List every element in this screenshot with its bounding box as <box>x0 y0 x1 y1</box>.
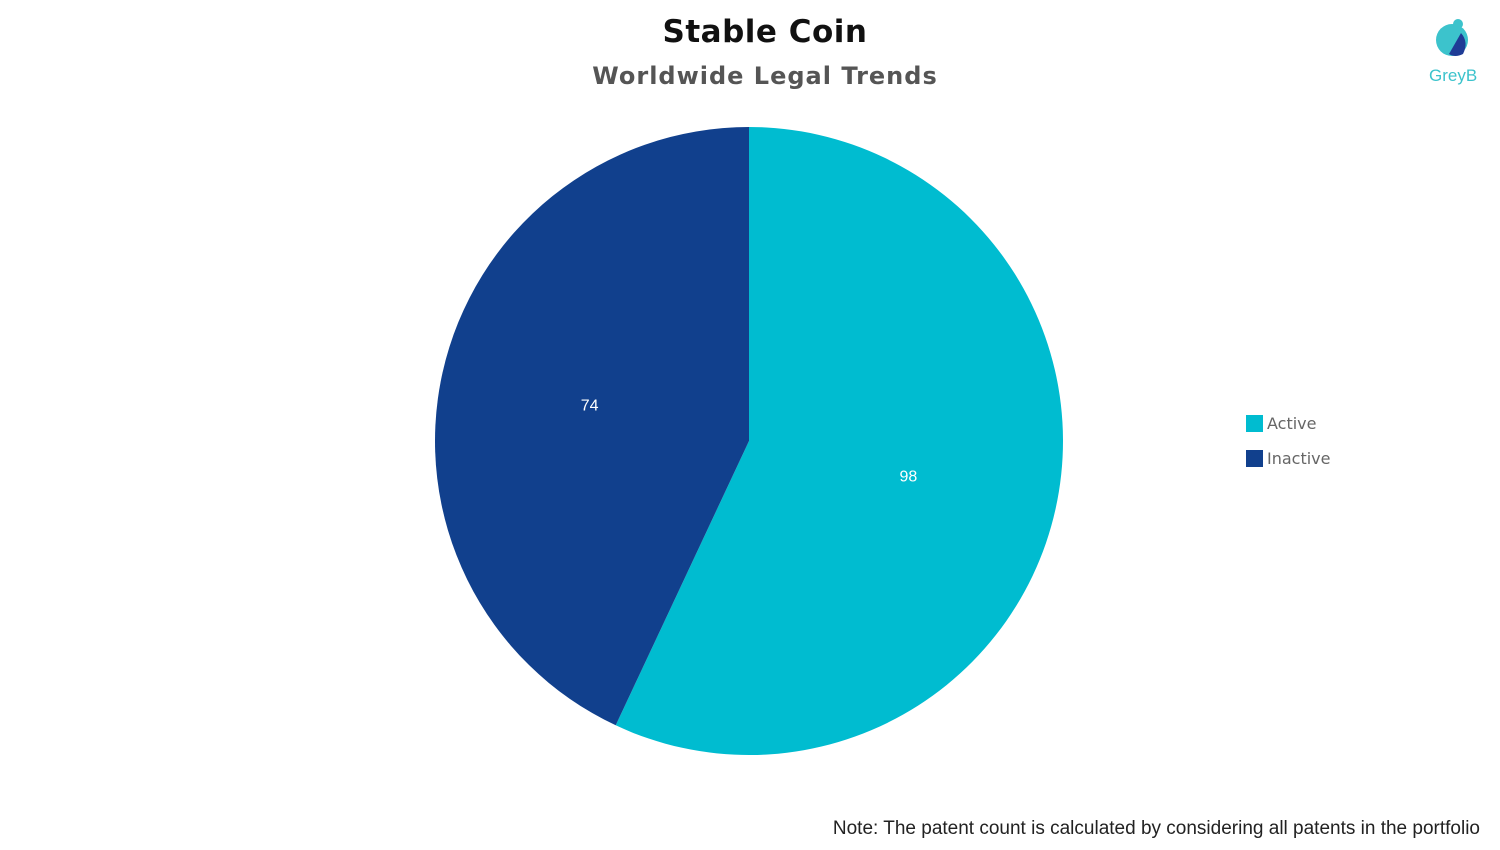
greyb-logo-icon <box>1436 19 1468 56</box>
legend-label-inactive: Inactive <box>1267 449 1331 468</box>
legend-item-active[interactable]: Active <box>1246 414 1317 433</box>
chart-subtitle: Worldwide Legal Trends <box>592 62 938 90</box>
pie-slice-inactive[interactable] <box>435 127 749 726</box>
legend-swatch-active <box>1246 415 1263 432</box>
data-label-active: 98 <box>899 469 917 486</box>
data-label-inactive: 74 <box>581 397 599 414</box>
legend-swatch-inactive <box>1246 450 1263 467</box>
chart-note: Note: The patent count is calculated by … <box>832 818 1480 839</box>
chart-title: Stable Coin <box>662 14 868 50</box>
legend-label-active: Active <box>1267 414 1317 433</box>
pie-slice-active[interactable] <box>615 127 1063 755</box>
legend-item-inactive[interactable]: Inactive <box>1246 449 1331 468</box>
logo-text: GreyB <box>1429 66 1478 85</box>
